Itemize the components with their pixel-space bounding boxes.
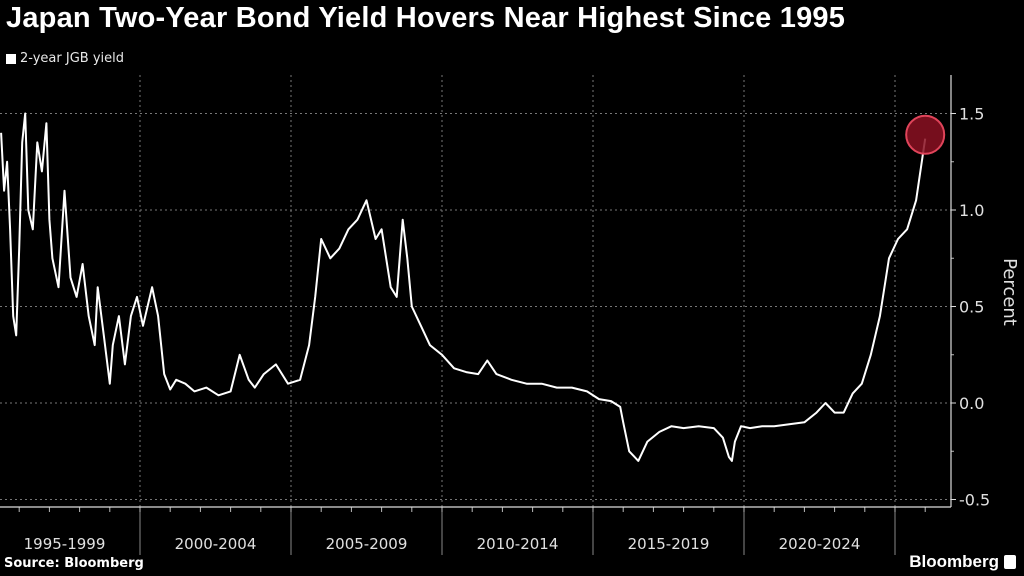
y-tick-label: 0.0 (959, 394, 984, 413)
y-tick-label: 1.5 (959, 105, 984, 124)
x-category-label: 1995-1999 (24, 535, 106, 553)
source-note: Source: Bloomberg (4, 556, 144, 571)
x-category-label: 2000-2004 (175, 535, 257, 553)
highlight-marker (905, 114, 946, 155)
y-tick-label: -0.5 (959, 491, 990, 510)
legend-swatch (6, 53, 16, 64)
y-tick-label: 0.5 (959, 298, 984, 317)
legend: 2-year JGB yield (6, 51, 124, 66)
chart-title: Japan Two-Year Bond Yield Hovers Near Hi… (6, 2, 846, 34)
yield-series-line (0, 112, 927, 462)
x-category-label: 2010-2014 (477, 535, 559, 553)
y-tick-label: 1.0 (959, 201, 984, 220)
bloomberg-logo: Bloomberg (909, 552, 1016, 572)
legend-label: 2-year JGB yield (20, 51, 124, 66)
x-category-label: 2015-2019 (628, 535, 710, 553)
y-axis-label: Percent (999, 258, 1020, 326)
x-category-label: 2020-2024 (779, 535, 861, 553)
bloomberg-mark-icon (1004, 555, 1016, 569)
x-category-label: 2005-2009 (326, 535, 408, 553)
brand-text: Bloomberg (909, 552, 999, 571)
